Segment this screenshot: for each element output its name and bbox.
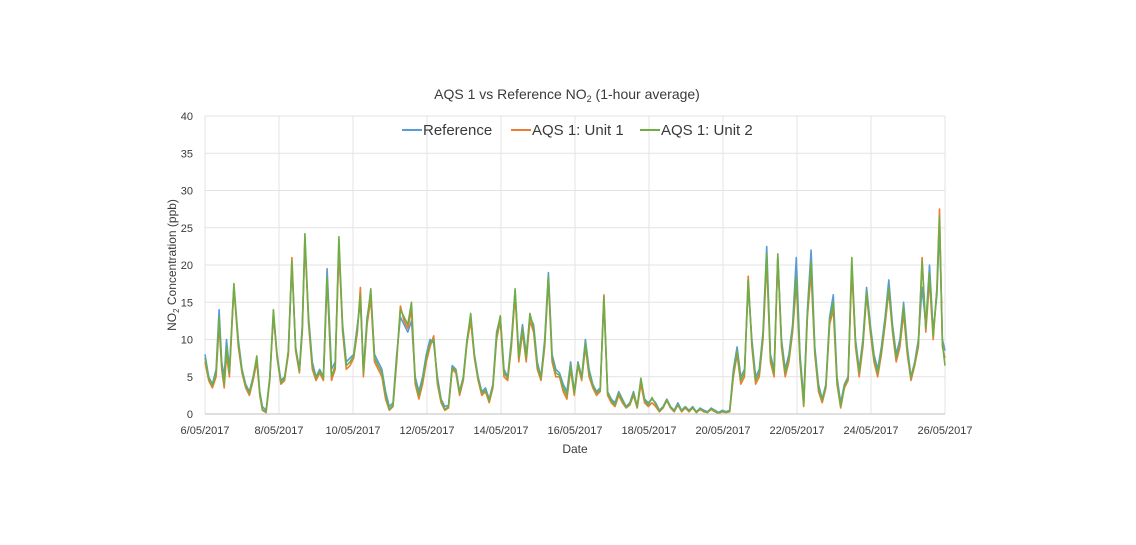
y-tick-label: 30 (181, 186, 193, 198)
legend: Reference AQS 1: Unit 1 AQS 1: Unit 2 (402, 122, 753, 139)
x-tick-label: 22/05/2017 (769, 425, 824, 437)
legend-item-unit-1[interactable]: AQS 1: Unit 1 (511, 122, 624, 139)
legend-label-unit-1: AQS 1: Unit 1 (532, 122, 624, 139)
x-axis-ticks: 6/05/2017 8/05/2017 10/05/2017 12/05/2017 14… (181, 425, 973, 437)
y-tick-label: 25 (181, 223, 193, 235)
x-tick-label: 18/05/2017 (621, 425, 676, 437)
chart-title: AQS 1 vs Reference NO2 (1-hour average) (434, 86, 700, 104)
legend-label-unit-2: AQS 1: Unit 2 (661, 122, 753, 139)
x-tick-label: 20/05/2017 (695, 425, 750, 437)
y-tick-label: 35 (181, 148, 193, 160)
x-tick-label: 8/05/2017 (255, 425, 304, 437)
y-tick-label: 10 (181, 335, 193, 347)
grid-lines (204, 115, 946, 414)
y-tick-label: 0 (187, 409, 193, 421)
y-axis-label-subscript: 2 (172, 308, 181, 313)
y-axis-label-main: NO (165, 313, 179, 331)
legend-item-reference[interactable]: Reference (402, 122, 492, 139)
y-tick-label: 20 (181, 260, 193, 272)
y-axis-label: NO2 Concentration (ppb) (165, 199, 181, 331)
x-tick-label: 10/05/2017 (325, 425, 380, 437)
y-tick-label: 15 (181, 297, 193, 309)
x-tick-label: 16/05/2017 (547, 425, 602, 437)
legend-label-reference: Reference (423, 122, 492, 139)
y-axis-ticks: 0 5 10 15 20 25 30 35 40 (181, 111, 193, 421)
series-group (204, 208, 946, 415)
x-tick-label: 26/05/2017 (917, 425, 972, 437)
chart-title-subscript: 2 (587, 94, 592, 104)
x-tick-label: 12/05/2017 (399, 425, 454, 437)
y-tick-label: 5 (187, 372, 193, 384)
x-tick-label: 14/05/2017 (473, 425, 528, 437)
series-line-unit-2 (204, 215, 946, 415)
y-tick-label: 40 (181, 111, 193, 123)
chart-title-suffix: (1-hour average) (592, 86, 700, 102)
chart-title-main: AQS 1 vs Reference NO (434, 86, 587, 102)
legend-item-unit-2[interactable]: AQS 1: Unit 2 (640, 122, 753, 139)
x-tick-label: 24/05/2017 (843, 425, 898, 437)
y-axis-label-suffix: Concentration (ppb) (165, 199, 179, 308)
x-axis-label: Date (562, 442, 588, 456)
x-tick-label: 6/05/2017 (181, 425, 230, 437)
